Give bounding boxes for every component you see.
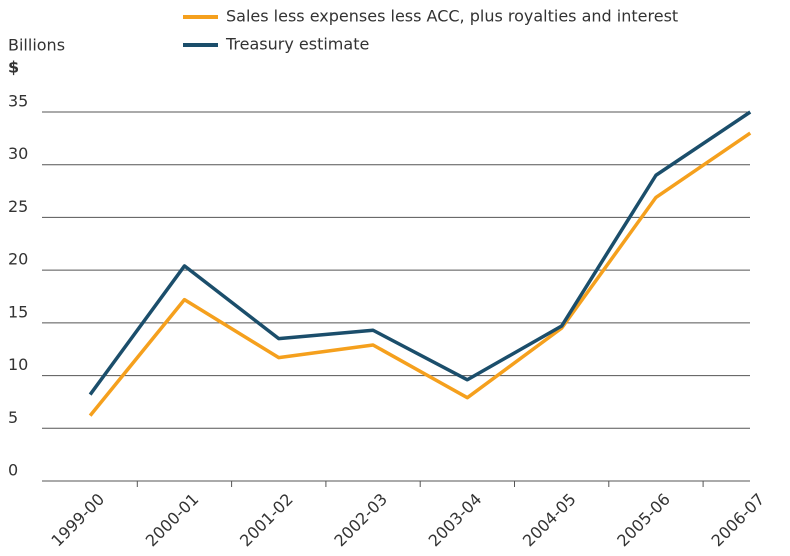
x-tick-label: 2003-04 bbox=[425, 490, 486, 551]
x-tick-label: 2004-05 bbox=[519, 490, 580, 551]
x-tick-label: 2002-03 bbox=[330, 490, 391, 551]
y-tick-label: 25 bbox=[8, 197, 28, 216]
x-tick-label: 2000-01 bbox=[142, 490, 203, 551]
series-line bbox=[88, 131, 752, 417]
y-tick-label: 20 bbox=[8, 250, 28, 269]
x-tick-label: 2006-07 bbox=[708, 490, 769, 551]
series-line bbox=[88, 110, 752, 396]
legend-label: Sales less expenses less ACC, plus royal… bbox=[226, 7, 678, 26]
y-tick-label: 5 bbox=[8, 408, 18, 427]
legend-label: Treasury estimate bbox=[225, 35, 369, 54]
y-tick-label: 0 bbox=[8, 461, 18, 480]
y-axis-unit: $ bbox=[8, 58, 19, 77]
x-tick-label: 2001-02 bbox=[236, 490, 297, 551]
y-tick-label: 35 bbox=[8, 92, 28, 111]
y-tick-label: 30 bbox=[8, 144, 28, 163]
x-tick-label: 1999-00 bbox=[47, 490, 108, 551]
x-tick-label: 2005-06 bbox=[613, 490, 674, 551]
y-tick-label: 10 bbox=[8, 355, 28, 374]
y-tick-label: 15 bbox=[8, 302, 28, 321]
y-axis-label: Billions bbox=[8, 36, 65, 55]
